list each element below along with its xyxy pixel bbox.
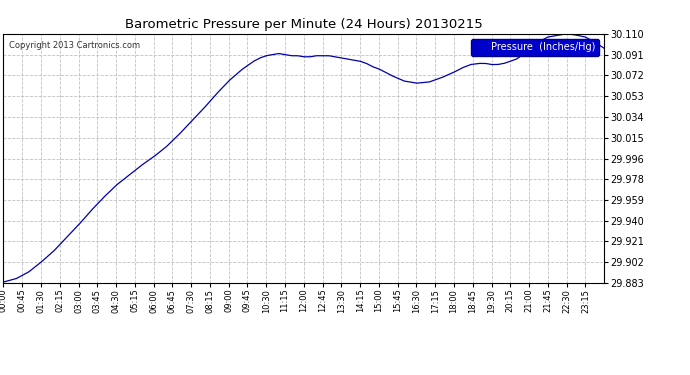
Text: Copyright 2013 Cartronics.com: Copyright 2013 Cartronics.com (10, 41, 141, 50)
Pressure  (Inches/Hg) (600, 46, 608, 50)
Pressure  (Inches/Hg) (475, 61, 484, 66)
Title: Barometric Pressure per Minute (24 Hours) 20130215: Barometric Pressure per Minute (24 Hours… (125, 18, 482, 31)
Pressure  (Inches/Hg) (200, 106, 208, 110)
Pressure  (Inches/Hg) (0, 280, 8, 284)
Pressure  (Inches/Hg) (132, 166, 141, 171)
Line: Pressure  (Inches/Hg): Pressure (Inches/Hg) (3, 34, 604, 282)
Pressure  (Inches/Hg) (397, 78, 405, 82)
Pressure  (Inches/Hg) (529, 45, 537, 49)
Pressure  (Inches/Hg) (118, 178, 126, 183)
Legend: Pressure  (Inches/Hg): Pressure (Inches/Hg) (471, 39, 599, 56)
Pressure  (Inches/Hg) (562, 32, 571, 36)
